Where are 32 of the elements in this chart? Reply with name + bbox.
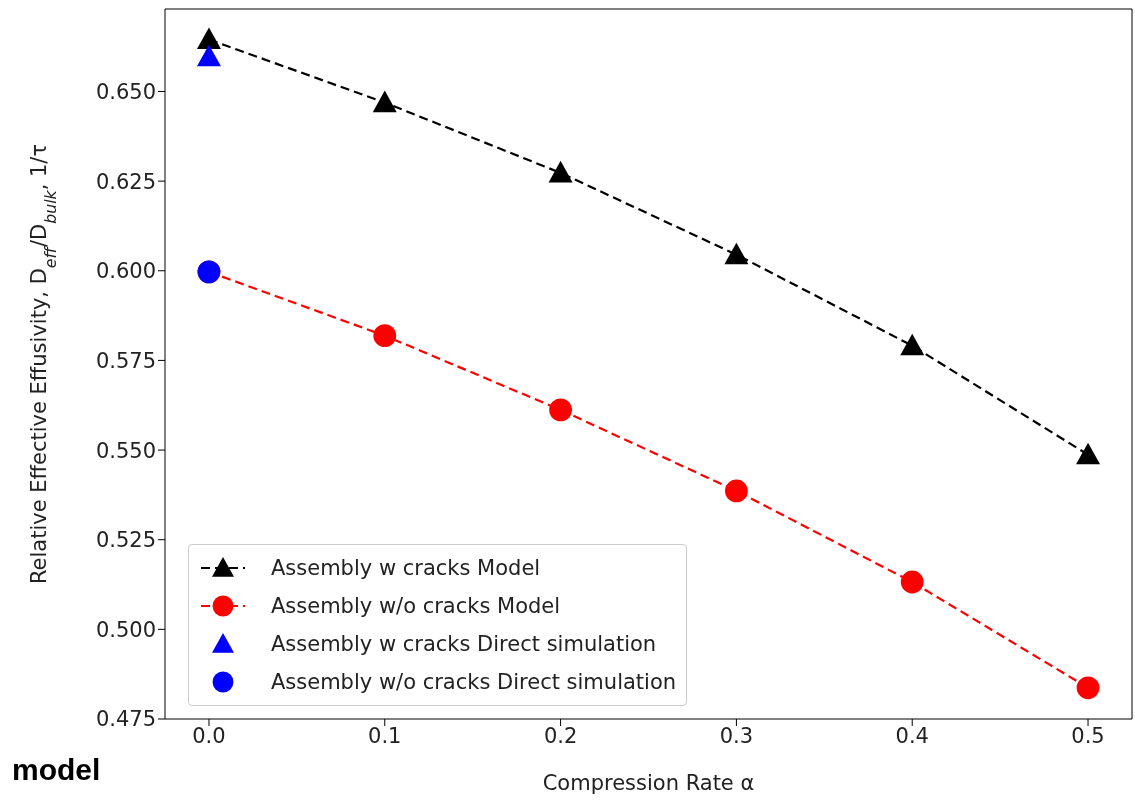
- x-tick-label: 0.2: [543, 723, 578, 748]
- legend-label: Assembly w/o cracks Direct simulation: [271, 670, 677, 694]
- legend-label: Assembly w/o cracks Model: [271, 594, 561, 618]
- point: [724, 242, 749, 265]
- x-tick-label: 0.3: [719, 723, 754, 748]
- legend-label: Assembly w cracks Model: [271, 556, 541, 580]
- x-tick-label: 0.5: [1071, 723, 1105, 748]
- y-tick-label: 0.475: [95, 707, 156, 732]
- y-tick-label: 0.550: [95, 438, 156, 463]
- x-tick-label: 0.4: [895, 723, 929, 748]
- point: [196, 27, 221, 50]
- point: [900, 570, 924, 594]
- x-tick-label: 0.1: [368, 723, 402, 748]
- point: [196, 44, 221, 67]
- point: [900, 333, 925, 356]
- y-tick-label: 0.575: [95, 348, 156, 373]
- y-tick-label: 0.650: [95, 79, 156, 104]
- legend-label: Assembly w cracks Direct simulation: [271, 632, 657, 656]
- point: [373, 324, 397, 348]
- point: [725, 479, 748, 503]
- point: [549, 398, 572, 422]
- y-tick-label: 0.500: [95, 617, 156, 642]
- y-tick-label: 0.625: [95, 169, 156, 194]
- point: [372, 90, 397, 113]
- y-tick-label: 0.600: [95, 259, 156, 284]
- y-tick-label: 0.525: [95, 528, 156, 553]
- x-tick-label: 0.0: [192, 723, 226, 748]
- point: [1076, 676, 1100, 700]
- point: [1076, 442, 1101, 465]
- text: model: [12, 753, 101, 787]
- point: [548, 160, 573, 183]
- x-axis-title: Compression Rate α: [542, 771, 755, 795]
